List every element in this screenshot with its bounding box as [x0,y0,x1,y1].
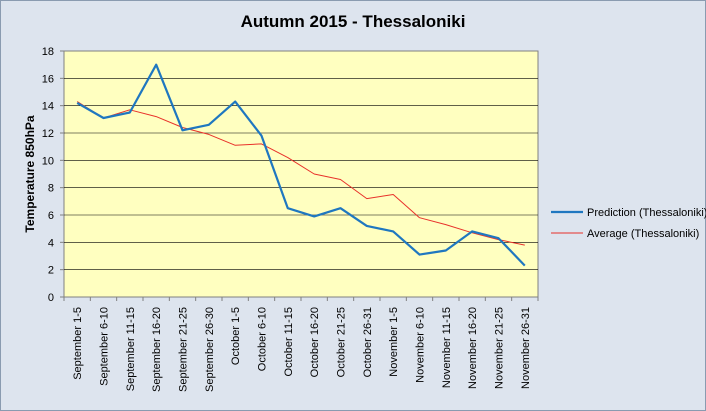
y-tick-label: 16 [42,73,54,85]
x-tick-label: September 6-10 [99,307,111,386]
x-tick-label: November 21-25 [494,307,506,389]
y-tick-label: 8 [48,183,54,195]
x-tick-label: September 26-30 [204,307,216,392]
gridlines [64,78,538,270]
x-tick-label: October 16-20 [309,307,321,377]
y-tick-label: 18 [42,46,54,58]
y-tick-label: 4 [48,237,54,249]
legend-entry: Average (Thessaloniki) [587,228,699,240]
x-tick-label: November 26-31 [520,307,532,389]
x-tick-label: November 1-5 [388,307,400,377]
y-tick-label: 2 [48,265,54,277]
legend: Prediction (Thessaloniki) Average (Thessa… [551,207,706,240]
x-tick-label: November 16-20 [467,307,479,389]
chart-title: Autumn 2015 - Thessaloniki [241,12,466,31]
y-tick-label: 12 [42,128,54,140]
x-tick-label: October 6-10 [257,307,269,371]
x-tick-label: September 21-25 [178,307,190,392]
series-line-prediction [76,63,526,267]
x-tick-label: November 6-10 [415,307,427,383]
x-tick-label: September 16-20 [151,307,163,392]
y-tick-label: 14 [42,101,54,113]
x-tick-label: October 11-15 [283,307,295,377]
x-tick-label: October 26-31 [362,307,374,377]
x-tick-label: October 21-25 [336,307,348,377]
x-tick-label: September 1-5 [72,307,84,380]
series-lines [76,63,526,267]
y-axis-ticks: 0 2 4 6 8 10 12 14 16 18 [42,46,64,304]
y-tick-label: 6 [48,210,54,222]
x-tick-label: September 11-15 [125,307,137,391]
y-tick-label: 10 [42,155,54,167]
y-axis-label: Temperature 850hPa [23,115,37,232]
legend-entry: Prediction (Thessaloniki) [587,207,706,219]
x-axis-ticks: September 1-5 September 6-10 September 11-… [63,297,539,392]
x-tick-label: November 11-15 [441,307,453,388]
x-tick-label: October 1-5 [230,307,242,365]
series-line-average [76,101,525,246]
plot-area [63,50,539,298]
y-tick-label: 0 [48,292,54,304]
